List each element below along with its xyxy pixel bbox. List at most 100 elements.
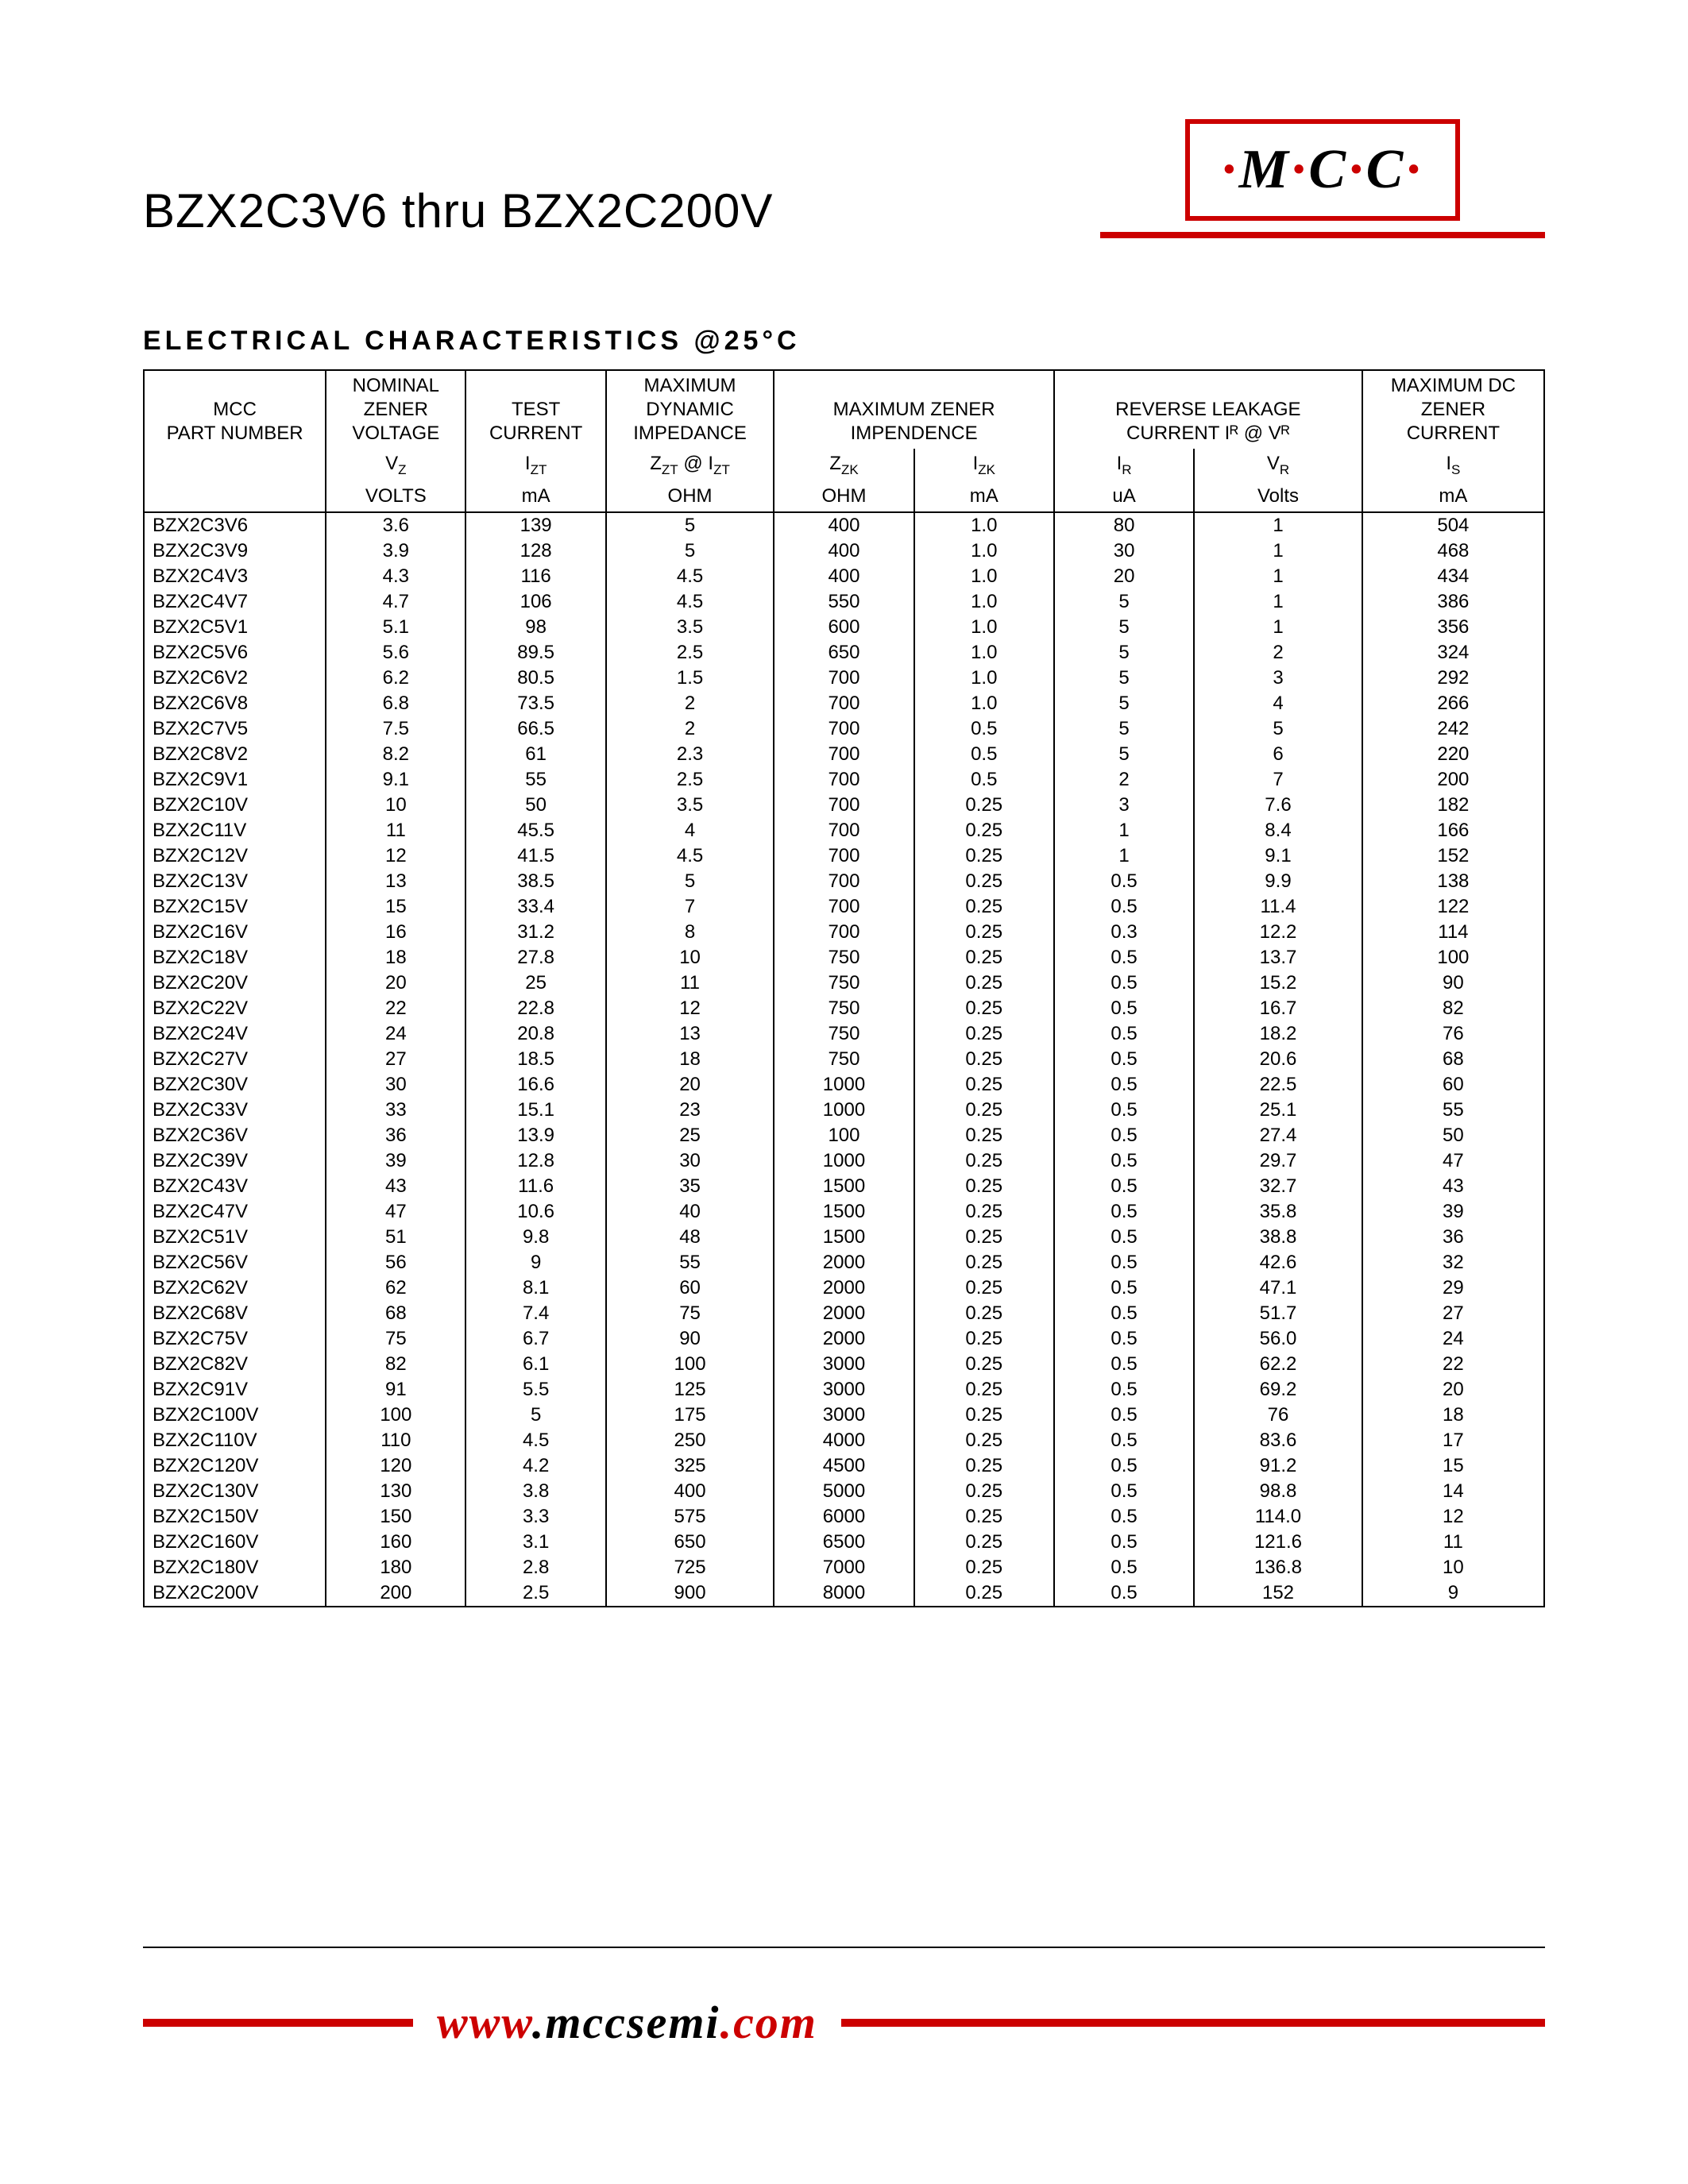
table-cell: 1.0 <box>914 640 1054 666</box>
table-cell: BZX2C9V1 <box>144 767 326 793</box>
table-cell: 0.5 <box>1054 1352 1194 1377</box>
table-cell: 0.25 <box>914 1123 1054 1148</box>
table-cell: 27.4 <box>1194 1123 1362 1148</box>
table-cell: 20.8 <box>465 1021 605 1047</box>
table-cell: BZX2C13V <box>144 869 326 894</box>
table-body: BZX2C3V63.613954001.0801504BZX2C3V93.912… <box>144 512 1544 1607</box>
table-cell: 1.0 <box>914 538 1054 564</box>
table-cell: 29 <box>1362 1275 1544 1301</box>
table-cell: 4.5 <box>606 589 774 615</box>
table-cell: BZX2C68V <box>144 1301 326 1326</box>
table-cell: 5 <box>606 512 774 538</box>
table-cell: 48 <box>606 1225 774 1250</box>
table-cell: 36 <box>326 1123 465 1148</box>
table-cell: 91 <box>326 1377 465 1403</box>
table-cell: 2000 <box>774 1326 914 1352</box>
table-cell: 33 <box>326 1098 465 1123</box>
table-cell: 18.2 <box>1194 1021 1362 1047</box>
logo-dot-icon: · <box>1222 139 1239 200</box>
table-cell: 2.5 <box>606 640 774 666</box>
table-header: MCCPART NUMBERNOMINALZENERVOLTAGETESTCUR… <box>144 370 1544 512</box>
table-cell: 1 <box>1194 615 1362 640</box>
table-cell: 30 <box>326 1072 465 1098</box>
table-row: BZX2C6V86.873.527001.054266 <box>144 691 1544 716</box>
table-cell: 0.5 <box>1054 945 1194 970</box>
table-cell: 0.25 <box>914 1275 1054 1301</box>
table-cell: 152 <box>1362 843 1544 869</box>
table-cell: 68 <box>326 1301 465 1326</box>
table-cell: BZX2C18V <box>144 945 326 970</box>
table-cell: 0.5 <box>1054 1098 1194 1123</box>
table-cell: 15.1 <box>465 1098 605 1123</box>
table-row: BZX2C5V15.1983.56001.051356 <box>144 615 1544 640</box>
table-cell: 0.25 <box>914 1555 1054 1580</box>
table-cell: BZX2C110V <box>144 1428 326 1453</box>
table-cell: 1 <box>1194 538 1362 564</box>
table-cell: BZX2C7V5 <box>144 716 326 742</box>
table-cell: 3.8 <box>465 1479 605 1504</box>
table-cell: 0.5 <box>1054 1453 1194 1479</box>
table-cell: BZX2C120V <box>144 1453 326 1479</box>
table-cell: 136.8 <box>1194 1555 1362 1580</box>
table-cell: 6.2 <box>326 666 465 691</box>
table-cell: BZX2C11V <box>144 818 326 843</box>
table-row: BZX2C110V1104.525040000.250.583.617 <box>144 1428 1544 1453</box>
table-cell: 0.25 <box>914 1530 1054 1555</box>
table-cell: 700 <box>774 843 914 869</box>
table-cell: 0.5 <box>1054 1377 1194 1403</box>
table-cell: BZX2C43V <box>144 1174 326 1199</box>
table-cell: BZX2C6V2 <box>144 666 326 691</box>
table-cell: 5 <box>1054 589 1194 615</box>
table-cell: 83.6 <box>1194 1428 1362 1453</box>
table-cell: 16 <box>326 920 465 945</box>
table-cell: 13.9 <box>465 1123 605 1148</box>
table-cell: 0.25 <box>914 894 1054 920</box>
logo-dot-icon: · <box>1406 139 1423 200</box>
table-cell: BZX2C4V3 <box>144 564 326 589</box>
table-cell: 1.0 <box>914 615 1054 640</box>
table-cell: 10 <box>606 945 774 970</box>
table-cell: 80 <box>1054 512 1194 538</box>
table-cell: 750 <box>774 996 914 1021</box>
table-cell: 9.1 <box>1194 843 1362 869</box>
table-cell: BZX2C12V <box>144 843 326 869</box>
table-cell: 900 <box>606 1580 774 1607</box>
table-row: BZX2C160V1603.165065000.250.5121.611 <box>144 1530 1544 1555</box>
table-cell: 0.25 <box>914 1326 1054 1352</box>
table-row: BZX2C100V100517530000.250.57618 <box>144 1403 1544 1428</box>
table-cell: 400 <box>774 512 914 538</box>
table-cell: 89.5 <box>465 640 605 666</box>
logo-text: ·M·C·C· <box>1222 139 1423 200</box>
table-cell: 62 <box>326 1275 465 1301</box>
table-cell: 0.25 <box>914 1580 1054 1607</box>
table-cell: 0.5 <box>1054 1123 1194 1148</box>
table-cell: 120 <box>326 1453 465 1479</box>
table-cell: 0.25 <box>914 1021 1054 1047</box>
table-cell: 0.5 <box>1054 1275 1194 1301</box>
table-cell: 1 <box>1194 589 1362 615</box>
table-cell: 8 <box>606 920 774 945</box>
table-cell: 1000 <box>774 1072 914 1098</box>
table-row: BZX2C10V10503.57000.2537.6182 <box>144 793 1544 818</box>
table-row: BZX2C51V519.84815000.250.538.836 <box>144 1225 1544 1250</box>
table-cell: 200 <box>326 1580 465 1607</box>
table-cell: 23 <box>606 1098 774 1123</box>
footer: www.mccsemi.com <box>143 1947 1545 2049</box>
table-cell: 0.5 <box>1054 1555 1194 1580</box>
table-row: BZX2C27V2718.5187500.250.520.668 <box>144 1047 1544 1072</box>
table-cell: 14 <box>1362 1479 1544 1504</box>
table-cell: 29.7 <box>1194 1148 1362 1174</box>
table-cell: 8.4 <box>1194 818 1362 843</box>
logo: ·M·C·C· <box>1100 119 1545 238</box>
table-row: BZX2C39V3912.83010000.250.529.747 <box>144 1148 1544 1174</box>
table-cell: 11 <box>326 818 465 843</box>
table-cell: 750 <box>774 945 914 970</box>
table-cell: 0.5 <box>1054 1504 1194 1530</box>
table-cell: 4 <box>1194 691 1362 716</box>
table-cell: 100 <box>1362 945 1544 970</box>
table-cell: 2 <box>1054 767 1194 793</box>
table-cell: 32 <box>1362 1250 1544 1275</box>
table-cell: 22.5 <box>1194 1072 1362 1098</box>
table-cell: 27.8 <box>465 945 605 970</box>
col-unit-header: mA <box>1362 481 1544 512</box>
